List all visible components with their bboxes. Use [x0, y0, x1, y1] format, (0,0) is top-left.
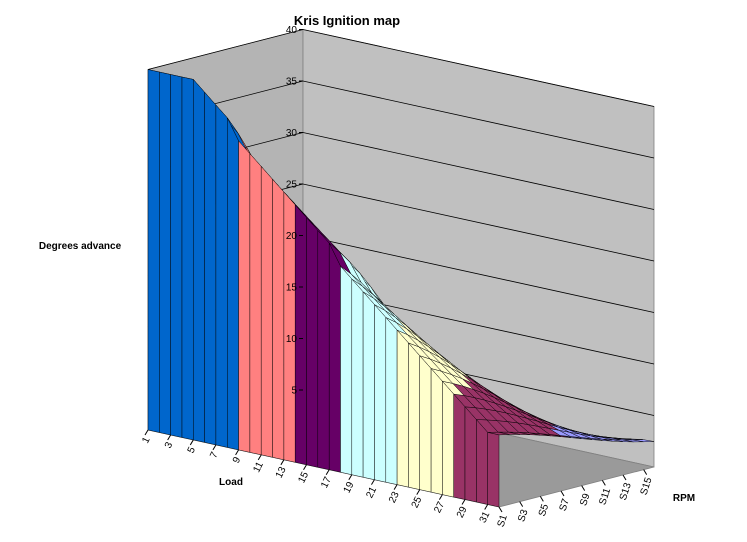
surface-front-face — [374, 304, 387, 483]
load-tick-mark — [416, 489, 421, 495]
surface-front-face — [351, 278, 364, 478]
surface-front-face — [147, 69, 160, 433]
surface-front-face — [464, 406, 477, 503]
load-tick-mark — [438, 494, 443, 500]
rpm-tick-label: S1 — [496, 513, 510, 528]
surface-front-face — [487, 432, 500, 508]
rpm-tick-mark — [560, 490, 565, 497]
z-axis-title: Degrees advance — [39, 241, 122, 252]
load-tick-label: 21 — [364, 485, 379, 500]
chart-title: Kris Ignition map — [294, 13, 400, 28]
rpm-tick-mark — [519, 501, 524, 507]
rpm-tick-label: S13 — [618, 481, 634, 502]
load-tick-label: 11 — [251, 460, 266, 475]
load-tick-mark — [167, 434, 172, 441]
load-tick-mark — [371, 479, 375, 485]
surface-front-face — [227, 117, 239, 451]
load-tick-label: 19 — [342, 480, 357, 495]
surface-front-face — [215, 104, 228, 448]
z-tick-label: 10 — [286, 334, 298, 345]
surface-front-face — [317, 229, 330, 470]
rpm-tick-label: S7 — [558, 497, 572, 512]
rpm-axis-title: RPM — [673, 493, 695, 504]
load-tick-mark — [393, 484, 398, 490]
rpm-tick-label: S3 — [516, 508, 530, 523]
surface-front-face — [419, 355, 432, 493]
load-tick-mark — [280, 459, 285, 466]
surface-front-face — [249, 153, 262, 456]
surface-front-face — [453, 393, 466, 500]
surface-front-face — [159, 71, 171, 436]
surface-front-face — [204, 91, 217, 446]
load-tick-label: 5 — [186, 445, 199, 455]
load-tick-label: 31 — [478, 510, 493, 525]
z-tick-label: 30 — [286, 128, 298, 139]
rpm-tick-mark — [539, 496, 544, 502]
load-tick-label: 3 — [163, 440, 176, 450]
load-tick-label: 1 — [140, 435, 153, 445]
surface-front-face — [385, 316, 398, 485]
surface-front-face — [238, 140, 251, 453]
rpm-tick-label: S11 — [597, 486, 613, 506]
z-tick-label: 20 — [286, 231, 298, 242]
z-tick-label: 25 — [286, 180, 298, 191]
load-tick-label: 25 — [410, 495, 425, 510]
surface-front-face — [193, 78, 205, 443]
surface-front-face — [362, 291, 375, 480]
load-axis-title: Load — [219, 477, 243, 488]
load-tick-label: 27 — [432, 500, 447, 515]
rpm-tick-label: S9 — [578, 492, 592, 507]
load-tick-label: 23 — [387, 490, 402, 505]
load-tick-mark — [303, 464, 307, 471]
surface-front-face — [476, 419, 488, 505]
surface-front-face — [408, 342, 420, 490]
rpm-tick-mark — [622, 474, 627, 481]
load-tick-label: 29 — [455, 505, 470, 520]
rpm-axis-ticks: S1 S3 S5 S7 S9 S11 S13 S15 — [496, 469, 655, 529]
load-tick-mark — [212, 444, 217, 451]
rpm-tick-label: S5 — [537, 502, 551, 517]
z-tick-label: 5 — [291, 386, 297, 397]
surface-front-face — [170, 74, 183, 438]
load-tick-label: 17 — [319, 475, 334, 490]
rpm-tick-mark — [601, 480, 606, 486]
load-tick-mark — [325, 469, 330, 475]
load-tick-mark — [348, 474, 353, 480]
z-tick-label: 15 — [286, 283, 298, 294]
surface-front-face — [181, 76, 194, 441]
surface-front-face — [306, 217, 319, 468]
rpm-tick-mark — [581, 485, 586, 491]
load-tick-mark — [144, 429, 149, 436]
surface-front-face — [340, 265, 353, 475]
load-tick-label: 7 — [208, 450, 221, 460]
surface-front-face — [442, 380, 454, 498]
rpm-tick-label: S15 — [639, 476, 655, 497]
load-tick-label: 13 — [274, 465, 289, 480]
surface-front-face — [396, 329, 409, 488]
rpm-tick-mark — [643, 469, 648, 475]
load-tick-label: 15 — [296, 470, 311, 485]
load-tick-mark — [235, 449, 240, 456]
load-tick-mark — [257, 454, 262, 461]
surface-front-face — [260, 165, 273, 458]
surface-front-face — [328, 243, 341, 473]
z-tick-label: 40 — [286, 25, 298, 36]
z-axis-ticks: 5 10 15 20 25 30 35 40 — [286, 25, 303, 397]
load-tick-mark — [484, 504, 489, 510]
surface-front-face — [430, 367, 443, 495]
load-axis-ticks: 13 579 11 13 15 17 19 21 23 25 27 29 31 — [140, 429, 493, 525]
surface-front-face — [272, 178, 285, 461]
load-tick-mark — [189, 439, 194, 446]
rpm-tick-mark — [498, 506, 503, 513]
load-tick-label: 9 — [231, 455, 244, 465]
load-tick-mark — [461, 499, 466, 505]
surface-plot — [147, 69, 655, 508]
z-tick-label: 35 — [286, 77, 298, 88]
